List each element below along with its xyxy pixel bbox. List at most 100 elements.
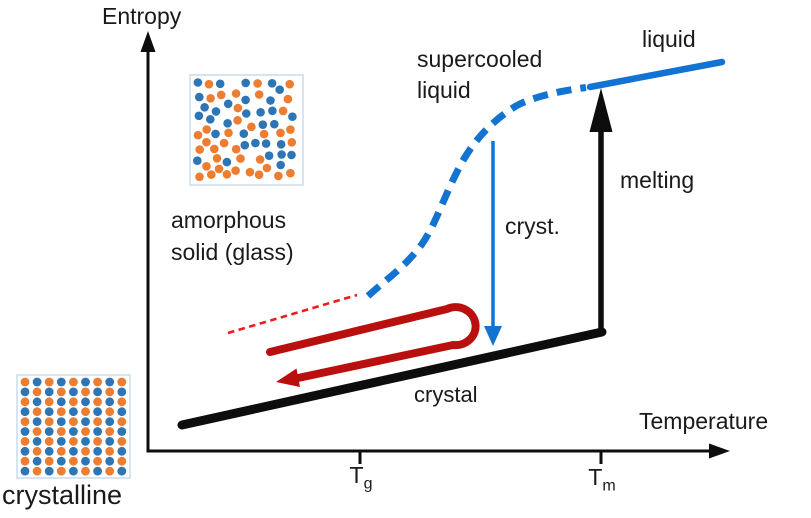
molecule-dot: [195, 145, 204, 154]
tm-base: T: [588, 464, 603, 490]
molecule-dot: [44, 387, 54, 397]
crystalline-structure-inset: [16, 374, 131, 479]
molecule-dot: [81, 437, 90, 446]
molecule-dot: [44, 456, 54, 466]
molecule-dot: [69, 377, 78, 387]
molecule-dot: [32, 437, 42, 446]
molecule-dot: [219, 138, 229, 148]
molecule-dot: [242, 109, 251, 118]
molecule-dot: [69, 437, 78, 446]
molecule-dot: [81, 387, 90, 397]
molecule-dot: [56, 397, 66, 407]
melting-label: melting: [620, 167, 695, 193]
molecule-dot: [256, 108, 265, 117]
molecule-dot: [32, 466, 42, 476]
molecule-dot: [207, 170, 216, 179]
molecule-dot: [288, 112, 297, 121]
molecule-dot: [117, 427, 127, 436]
molecule-dot: [231, 144, 241, 154]
molecule-dot: [56, 377, 66, 387]
molecule-dot: [56, 417, 66, 426]
molecule-dot: [81, 377, 90, 387]
molecule-dot: [240, 140, 250, 150]
molecule-dot: [56, 456, 66, 466]
molecule-dot: [69, 407, 78, 417]
molecule-dot: [69, 397, 78, 407]
molecule-dot: [211, 107, 221, 116]
tg-subscript: g: [363, 475, 373, 493]
molecule-dot: [93, 456, 102, 466]
molecule-dot: [44, 466, 54, 476]
molecule-dot: [93, 446, 102, 456]
molecule-dot: [105, 397, 115, 407]
molecule-dot: [276, 140, 286, 149]
molecule-dot: [56, 446, 66, 456]
molecule-dot: [69, 427, 78, 436]
molecule-dot: [276, 128, 285, 138]
supercooled-liquid-label-line2: liquid: [417, 77, 471, 103]
molecule-dot: [216, 90, 226, 100]
molecule-dot: [275, 85, 285, 94]
molecule-dot: [239, 129, 249, 138]
molecule-dot: [93, 466, 102, 476]
molecule-dot: [105, 446, 115, 456]
molecule-dot: [268, 106, 277, 116]
molecule-dot: [56, 437, 66, 446]
amorphous-dots-icon: [193, 78, 297, 182]
x-axis-label: Temperature: [639, 408, 769, 434]
molecule-dot: [241, 95, 250, 105]
molecule-dot: [267, 79, 277, 88]
molecule-dot: [56, 407, 66, 417]
molecule-dot: [117, 456, 127, 466]
amorphous-solid-label-line2: solid (glass): [171, 239, 294, 265]
molecule-dot: [56, 387, 66, 397]
molecule-dot: [44, 437, 54, 446]
molecule-dot: [202, 125, 211, 134]
crystalline-label: crystalline: [2, 480, 123, 510]
molecule-dot: [254, 90, 264, 99]
molecule-dot: [222, 170, 232, 179]
crystal-line: [177, 327, 607, 430]
molecule-dot: [20, 387, 30, 397]
molecule-dot: [93, 407, 102, 417]
crystallization-label: cryst.: [505, 213, 560, 239]
molecule-dot: [287, 150, 296, 160]
molecule-dot: [285, 79, 295, 89]
molecule-dot: [287, 138, 297, 147]
molecule-dot: [44, 407, 54, 417]
molecule-dot: [20, 446, 30, 456]
glass-hysteresis-curve: [266, 303, 480, 382]
molecule-dot: [215, 79, 225, 89]
molecule-dot: [69, 456, 78, 466]
molecule-dot: [105, 427, 115, 436]
molecule-dot: [283, 94, 293, 104]
tm-subscript: m: [602, 477, 616, 495]
molecule-dot: [251, 138, 260, 148]
molecule-dot: [264, 151, 274, 160]
molecule-dot: [276, 160, 286, 170]
molecule-dot: [193, 78, 203, 87]
molecule-dot: [274, 171, 283, 181]
molecule-dot: [117, 437, 127, 446]
molecule-dot: [20, 456, 30, 466]
molecule-dot: [245, 167, 255, 177]
molecule-dot: [32, 397, 42, 407]
molecule-dot: [254, 170, 264, 179]
molecule-dot: [93, 397, 102, 407]
molecule-dot: [81, 407, 90, 417]
molecule-dot: [262, 163, 272, 173]
molecule-dot: [32, 407, 42, 417]
molecule-dot: [32, 377, 42, 387]
molecule-dot: [195, 172, 204, 182]
molecule-dot: [117, 387, 127, 397]
molecule-dot: [222, 157, 232, 167]
tm-tick-label: Tm: [588, 464, 615, 496]
molecule-dot: [214, 164, 224, 174]
molecule-dot: [204, 79, 214, 89]
molecule-dot: [32, 417, 42, 426]
molecule-dot: [69, 446, 78, 456]
x-axis-arrowhead-icon: [709, 443, 730, 459]
amorphous-solid-label-line1: amorphous: [171, 207, 287, 233]
liquid-label: liquid: [642, 26, 696, 52]
